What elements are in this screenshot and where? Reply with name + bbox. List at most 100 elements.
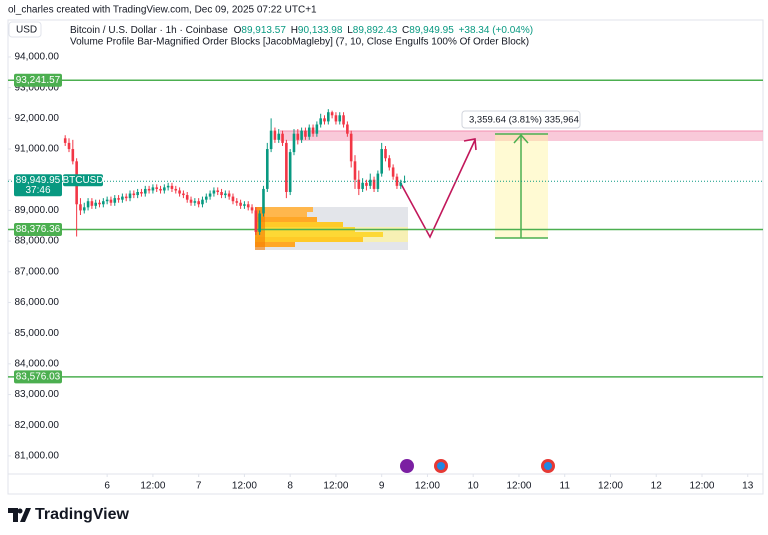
candle-body	[258, 213, 261, 232]
projection-arrowhead	[463, 138, 477, 151]
candle-body	[307, 127, 311, 137]
candle-body	[113, 198, 117, 203]
candle-body	[403, 181, 406, 183]
level-tag	[14, 73, 62, 87]
profile-bar	[255, 242, 295, 247]
candle-body	[338, 115, 342, 122]
currency-box	[8, 21, 42, 38]
event-icon-inner	[437, 462, 445, 470]
volume-profile	[255, 207, 408, 250]
candle-body	[178, 190, 181, 194]
legend-line: Bitcoin / U.S. Dollar · 1h · Coinbase O8…	[70, 25, 533, 36]
candle-body	[109, 199, 113, 203]
candle-body	[319, 118, 322, 125]
candle-body	[98, 202, 101, 205]
y-tick-label: 89,000.00	[15, 205, 60, 216]
candle-body	[388, 158, 391, 168]
profile-bar	[255, 212, 307, 217]
profile-bar	[255, 217, 317, 222]
candle-body	[250, 207, 254, 211]
candle-body	[86, 201, 90, 208]
profile-bar	[255, 207, 313, 212]
change: +38.34 (+0.04%)	[459, 25, 534, 36]
candle-body	[395, 176, 399, 186]
candle-body	[82, 207, 86, 211]
candle-body	[136, 191, 139, 196]
countdown: 37:46	[25, 185, 50, 196]
x-tick-label: 9	[379, 481, 385, 492]
candle-body	[277, 133, 281, 140]
candle-body	[208, 193, 212, 197]
candle-body	[124, 196, 128, 199]
candle-body	[265, 149, 269, 189]
candle-body	[63, 138, 67, 143]
event-icon-inner	[544, 462, 552, 470]
candle-body	[128, 193, 132, 199]
candle-body	[330, 112, 334, 116]
candle-body	[281, 133, 284, 143]
currency: USD	[16, 25, 37, 36]
symbol-title: Bitcoin / U.S. Dollar · 1h · Coinbase	[70, 25, 228, 36]
candle-body	[231, 196, 235, 202]
candle-body	[67, 142, 71, 150]
x-tick-label: 12:00	[323, 481, 348, 492]
y-tick-label: 88,000.00	[15, 236, 60, 247]
y-tick-label: 91,000.00	[15, 144, 60, 155]
candle-body	[246, 204, 250, 208]
profile-bar	[255, 232, 383, 237]
ohlc-label: C	[402, 25, 409, 36]
candle-body	[346, 124, 349, 134]
candle-body	[94, 202, 98, 206]
candle-body	[174, 188, 178, 191]
candle-body	[220, 191, 223, 196]
candle-body	[353, 161, 357, 180]
x-tick-label: 7	[196, 481, 202, 492]
candle-body	[300, 130, 303, 140]
y-tick-label: 87,000.00	[15, 266, 60, 277]
symbol-tag-label: BTCUSD	[62, 175, 103, 186]
candle-body	[90, 201, 94, 206]
candle-body	[342, 115, 345, 125]
level-tag	[14, 223, 62, 237]
x-tick-label: 8	[287, 481, 293, 492]
candle-body	[334, 115, 338, 122]
event-icon[interactable]	[400, 459, 414, 473]
candle-body	[224, 193, 227, 196]
candle-body	[143, 188, 147, 194]
candle-body	[163, 187, 166, 191]
candle-body	[71, 149, 75, 162]
candle-body	[227, 193, 231, 197]
ohlc-label: L	[347, 25, 353, 36]
ohlc-label: H	[291, 25, 298, 36]
ohlc-value: 90,133.98	[298, 25, 343, 36]
candle-body	[368, 179, 372, 186]
brand-logo	[8, 508, 31, 522]
candle-body	[235, 201, 239, 203]
x-tick-label: 13	[742, 481, 754, 492]
candle-body	[262, 188, 265, 214]
price-tag	[14, 174, 62, 197]
candle-body	[311, 127, 315, 134]
candle-body	[239, 202, 242, 206]
candle-body	[140, 191, 143, 194]
candle-body	[384, 149, 387, 159]
ohlc-value: 89,892.43	[353, 25, 398, 36]
candle-body	[132, 193, 136, 196]
price-tag-label: 89,949.95	[16, 175, 61, 186]
candle-body	[357, 179, 361, 189]
level-tag-label: 83,576.03	[16, 371, 61, 382]
candle-body	[269, 130, 273, 150]
y-tick-label: 85,000.00	[15, 328, 60, 339]
brand-logo-dot	[17, 508, 23, 514]
profile-bar	[255, 222, 343, 227]
candle-body	[147, 188, 151, 191]
candle-body	[391, 167, 395, 177]
x-tick-label: 11	[560, 481, 571, 492]
ohlc-value: 89,913.57	[241, 25, 286, 36]
symbol-tag	[63, 174, 103, 187]
x-tick-label: 12:00	[415, 481, 440, 492]
candle-body	[155, 187, 159, 189]
attribution: ol_charles created with TradingView.com,…	[8, 5, 317, 16]
candle-body	[327, 112, 330, 122]
